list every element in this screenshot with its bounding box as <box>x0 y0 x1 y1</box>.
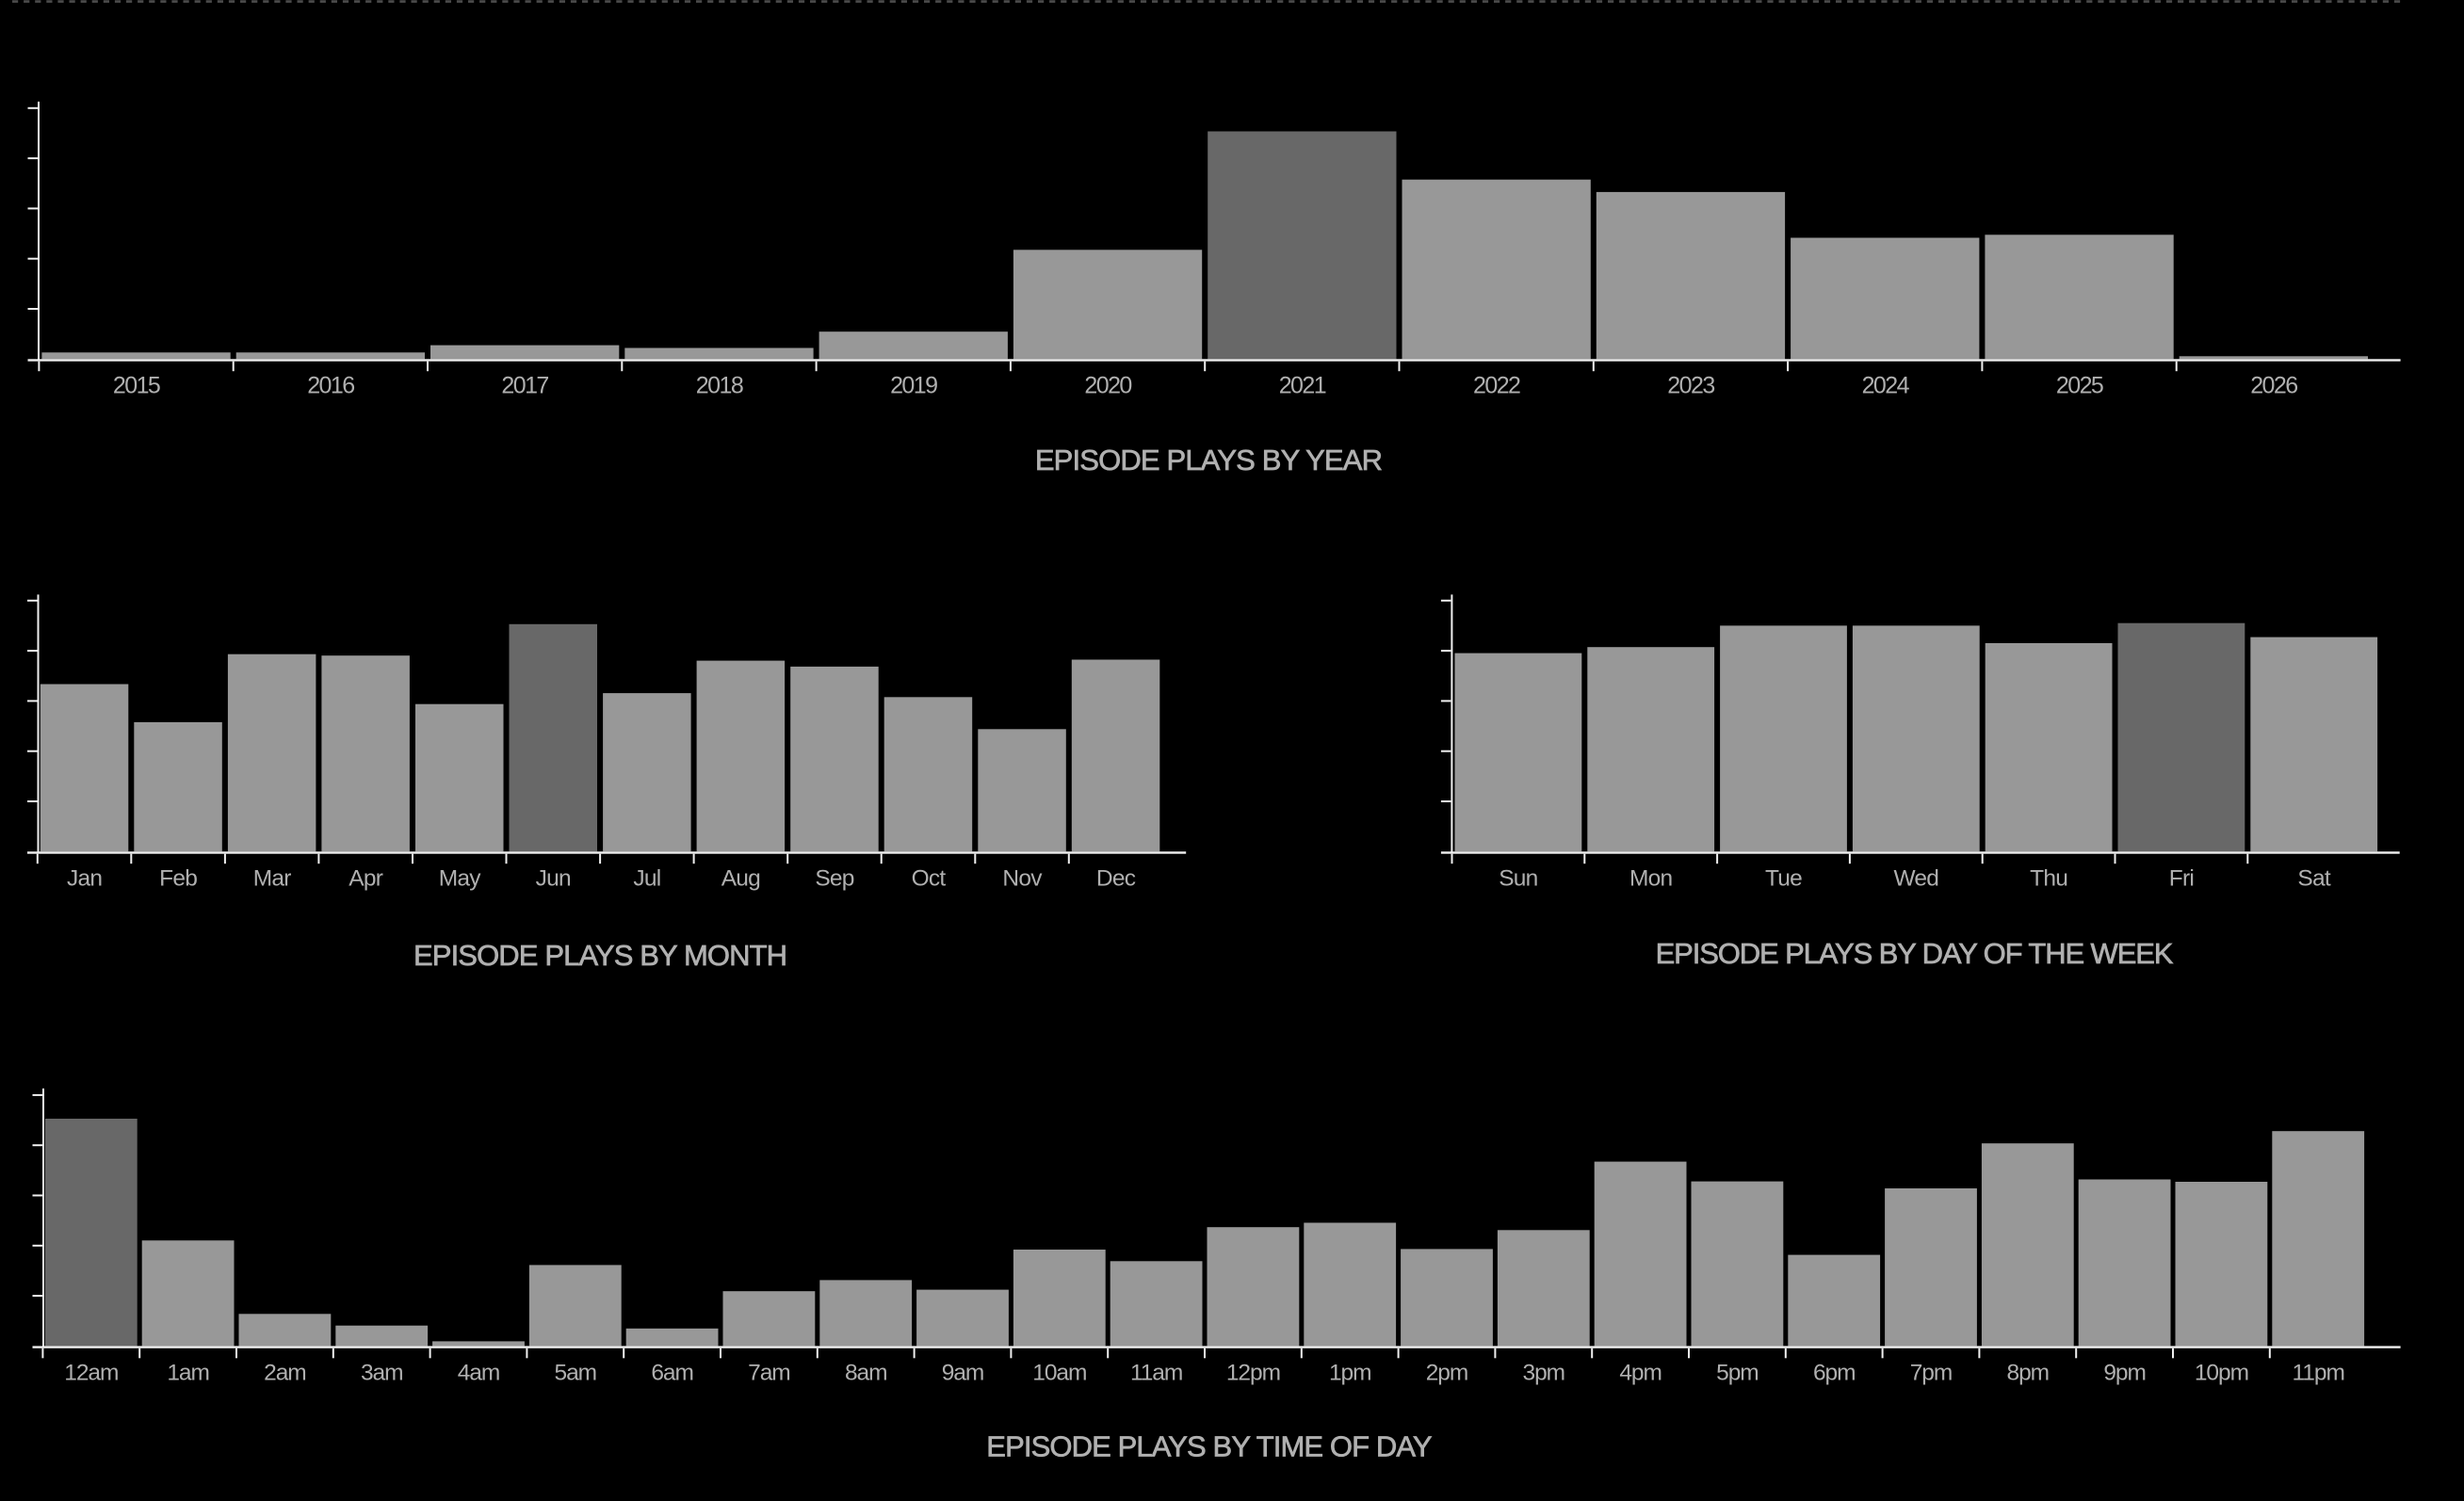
svg-text:10am: 10am <box>1032 1361 1086 1386</box>
svg-text:Sun: Sun <box>1499 866 1537 892</box>
svg-text:7am: 7am <box>748 1361 790 1386</box>
svg-text:2am: 2am <box>264 1361 306 1386</box>
svg-text:Oct: Oct <box>912 866 947 892</box>
svg-text:1pm: 1pm <box>1329 1361 1371 1386</box>
svg-text:12pm: 12pm <box>1226 1361 1280 1386</box>
svg-text:Feb: Feb <box>159 866 197 892</box>
svg-text:EPISODE PLAYS BY DAY OF THE WE: EPISODE PLAYS BY DAY OF THE WEEK <box>1656 937 2174 970</box>
svg-text:Aug: Aug <box>721 866 760 892</box>
svg-text:2021: 2021 <box>1279 372 1326 398</box>
svg-text:Dec: Dec <box>1096 866 1136 892</box>
svg-text:4pm: 4pm <box>1619 1361 1662 1386</box>
svg-text:Wed: Wed <box>1893 866 1938 892</box>
svg-text:Jul: Jul <box>633 866 660 892</box>
svg-text:4am: 4am <box>458 1361 500 1386</box>
svg-text:2024: 2024 <box>1862 372 1910 398</box>
svg-text:3am: 3am <box>361 1361 403 1386</box>
svg-text:11am: 11am <box>1130 1361 1182 1386</box>
svg-text:2019: 2019 <box>890 372 937 398</box>
svg-text:11pm: 11pm <box>2293 1361 2344 1386</box>
svg-text:Jan: Jan <box>67 866 102 892</box>
svg-text:Apr: Apr <box>349 866 382 892</box>
svg-text:2026: 2026 <box>2250 372 2297 398</box>
svg-text:2020: 2020 <box>1084 372 1131 398</box>
svg-text:May: May <box>439 866 482 892</box>
svg-text:5am: 5am <box>555 1361 597 1386</box>
svg-text:10pm: 10pm <box>2195 1361 2248 1386</box>
svg-text:9pm: 9pm <box>2103 1361 2146 1386</box>
svg-text:Mar: Mar <box>253 866 292 892</box>
svg-text:2015: 2015 <box>113 372 160 398</box>
svg-text:Tue: Tue <box>1765 866 1802 892</box>
svg-text:2025: 2025 <box>2056 372 2103 398</box>
svg-text:EPISODE PLAYS BY MONTH: EPISODE PLAYS BY MONTH <box>413 939 786 972</box>
svg-text:Jun: Jun <box>536 866 571 892</box>
svg-text:2016: 2016 <box>307 372 354 398</box>
svg-text:1am: 1am <box>167 1361 209 1386</box>
svg-text:2pm: 2pm <box>1426 1361 1468 1386</box>
svg-text:12am: 12am <box>64 1361 118 1386</box>
svg-text:Sat: Sat <box>2297 866 2330 892</box>
svg-text:3pm: 3pm <box>1523 1361 1565 1386</box>
svg-text:5pm: 5pm <box>1716 1361 1759 1386</box>
svg-text:2023: 2023 <box>1667 372 1714 398</box>
svg-text:2022: 2022 <box>1473 372 1520 398</box>
svg-text:7pm: 7pm <box>1910 1361 1953 1386</box>
svg-text:2017: 2017 <box>501 372 548 398</box>
svg-text:6am: 6am <box>651 1361 693 1386</box>
svg-text:EPISODE PLAYS BY YEAR: EPISODE PLAYS BY YEAR <box>1035 444 1382 476</box>
svg-text:Sep: Sep <box>815 866 853 892</box>
svg-text:2018: 2018 <box>696 372 743 398</box>
svg-text:Fri: Fri <box>2169 866 2194 892</box>
svg-text:9am: 9am <box>942 1361 984 1386</box>
svg-text:8am: 8am <box>845 1361 887 1386</box>
svg-text:Thu: Thu <box>2030 866 2067 892</box>
svg-text:Mon: Mon <box>1629 866 1673 892</box>
svg-text:Nov: Nov <box>1002 866 1043 892</box>
svg-text:6pm: 6pm <box>1813 1361 1856 1386</box>
svg-text:8pm: 8pm <box>2007 1361 2050 1386</box>
svg-text:EPISODE PLAYS BY TIME OF DAY: EPISODE PLAYS BY TIME OF DAY <box>986 1430 1432 1463</box>
